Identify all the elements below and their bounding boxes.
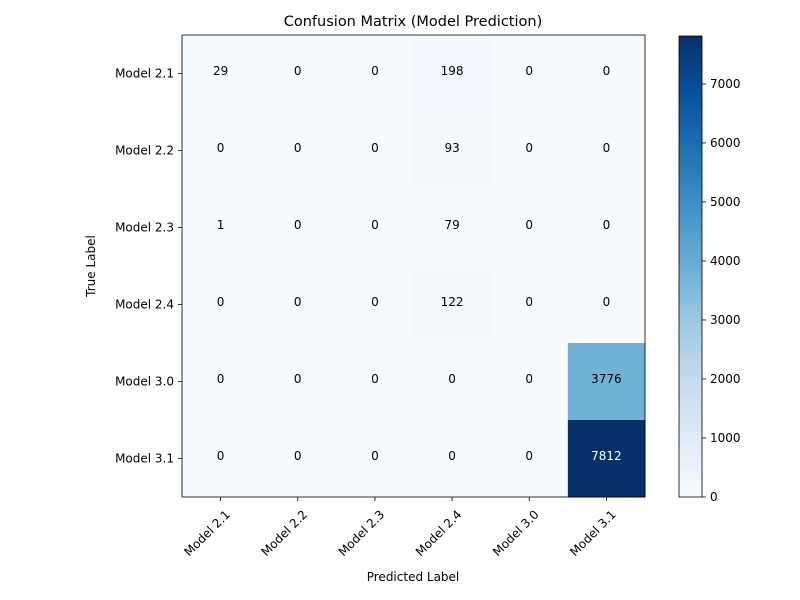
colorbar-ticks: 0 1000 2000 3000 4000 5000 6000 7000 xyxy=(702,77,741,504)
colorbar-tick-label: 5000 xyxy=(710,195,741,209)
cell-value-label: 7812 xyxy=(591,449,622,463)
cell-value-label: 0 xyxy=(603,295,611,309)
cell-value-label: 0 xyxy=(217,141,225,155)
heatmap-cell xyxy=(490,112,569,190)
cell-value-label: 0 xyxy=(371,141,379,155)
colorbar xyxy=(678,35,703,498)
cell-value-label: 0 xyxy=(371,295,379,309)
cell-value-label: 3776 xyxy=(591,372,622,386)
cell-value-label: 0 xyxy=(294,141,302,155)
heatmap-cell xyxy=(182,35,260,113)
colorbar-tick-label: 1000 xyxy=(710,431,741,445)
heatmap-cell xyxy=(413,35,492,113)
cell-value-label: 0 xyxy=(371,218,379,232)
y-axis-ticks: Model 2.1 Model 2.2 Model 2.3 Model 2.4 Mode… xyxy=(115,67,182,466)
heatmap-cell xyxy=(490,189,569,267)
cell-value-label: 0 xyxy=(448,372,456,386)
cell-value-label: 0 xyxy=(603,141,611,155)
heatmap-cell xyxy=(567,266,646,344)
heatmap-cell xyxy=(490,420,569,498)
cell-value-label: 93 xyxy=(444,141,459,155)
y-tick-label: Model 2.1 xyxy=(115,67,174,81)
heatmap-cell xyxy=(259,420,337,498)
heatmap-cell xyxy=(413,112,492,190)
heatmap-cells xyxy=(182,35,646,498)
cell-value-label: 0 xyxy=(294,372,302,386)
colorbar-tick-label: 0 xyxy=(710,490,718,504)
heatmap-cell xyxy=(259,266,337,344)
heatmap-cell xyxy=(259,343,337,421)
cell-value-label: 0 xyxy=(371,64,379,78)
heatmap-cell xyxy=(413,420,492,498)
cell-value-label: 0 xyxy=(294,64,302,78)
heatmap-cell xyxy=(182,420,260,498)
y-tick-label: Model 2.4 xyxy=(115,298,174,312)
cell-value-label: 79 xyxy=(444,218,459,232)
heatmap-cell xyxy=(336,343,414,421)
heatmap-cell xyxy=(259,35,337,113)
y-axis-title: True Label xyxy=(84,235,98,298)
cell-value-label: 122 xyxy=(441,295,464,309)
heatmap-cell xyxy=(259,112,337,190)
heatmap-cell xyxy=(182,112,260,190)
colorbar-tick-label: 6000 xyxy=(710,136,741,150)
cell-value-label: 1 xyxy=(217,218,225,232)
heatmap-cell xyxy=(567,420,646,498)
heatmap-cell xyxy=(336,35,414,113)
colorbar-tick-label: 3000 xyxy=(710,313,741,327)
heatmap-cell xyxy=(567,189,646,267)
cell-value-label: 0 xyxy=(525,218,533,232)
colorbar-tick-label: 4000 xyxy=(710,254,741,268)
chart-title: Confusion Matrix (Model Prediction) xyxy=(284,14,543,30)
cell-value-label: 0 xyxy=(371,372,379,386)
heatmap-cell xyxy=(336,420,414,498)
heatmap-cell xyxy=(490,343,569,421)
cell-value-label: 0 xyxy=(294,218,302,232)
y-tick-label: Model 2.2 xyxy=(115,144,174,158)
cell-value-label: 0 xyxy=(525,372,533,386)
heatmap-cell xyxy=(336,189,414,267)
plot-frame xyxy=(181,34,646,498)
cell-value-label: 0 xyxy=(448,449,456,463)
heatmap-cell xyxy=(182,266,260,344)
cell-value-label: 0 xyxy=(294,295,302,309)
heatmap-cell xyxy=(182,189,260,267)
cell-value-label: 0 xyxy=(217,295,225,309)
cell-value-label: 0 xyxy=(217,449,225,463)
cell-value-label: 29 xyxy=(213,64,228,78)
heatmap-cell xyxy=(413,343,492,421)
x-axis-title: Predicted Label xyxy=(367,570,460,584)
y-tick-label: Model 3.1 xyxy=(115,452,174,466)
cell-value-label: 0 xyxy=(525,295,533,309)
cell-value-label: 0 xyxy=(525,449,533,463)
cell-value-label: 0 xyxy=(603,218,611,232)
heatmap-cell xyxy=(567,35,646,113)
cell-value-label: 0 xyxy=(603,64,611,78)
heatmap-cell xyxy=(490,266,569,344)
cell-value-label: 198 xyxy=(441,64,464,78)
cell-value-label: 0 xyxy=(525,141,533,155)
colorbar-tick-label: 2000 xyxy=(710,372,741,386)
heatmap-cell xyxy=(182,343,260,421)
heatmap-cell xyxy=(490,35,569,113)
heatmap-cell-labels: 29 0 0 198 0 0 0 0 0 93 0 0 1 0 0 79 0 0 0 0 0 122 0 0 0 0 0 0 0 3776… xyxy=(213,64,622,463)
heatmap-cell xyxy=(413,266,492,344)
heatmap-cell xyxy=(259,189,337,267)
heatmap-cell xyxy=(567,343,646,421)
heatmap-cell xyxy=(413,189,492,267)
y-tick-label: Model 3.0 xyxy=(115,375,174,389)
heatmap-cell xyxy=(336,112,414,190)
cell-value-label: 0 xyxy=(294,449,302,463)
cell-value-label: 0 xyxy=(217,372,225,386)
cell-value-label: 0 xyxy=(371,449,379,463)
y-tick-label: Model 2.3 xyxy=(115,221,174,235)
heatmap-cell xyxy=(336,266,414,344)
colorbar-tick-label: 7000 xyxy=(710,77,741,91)
cell-value-label: 0 xyxy=(525,64,533,78)
heatmap-cell xyxy=(567,112,646,190)
